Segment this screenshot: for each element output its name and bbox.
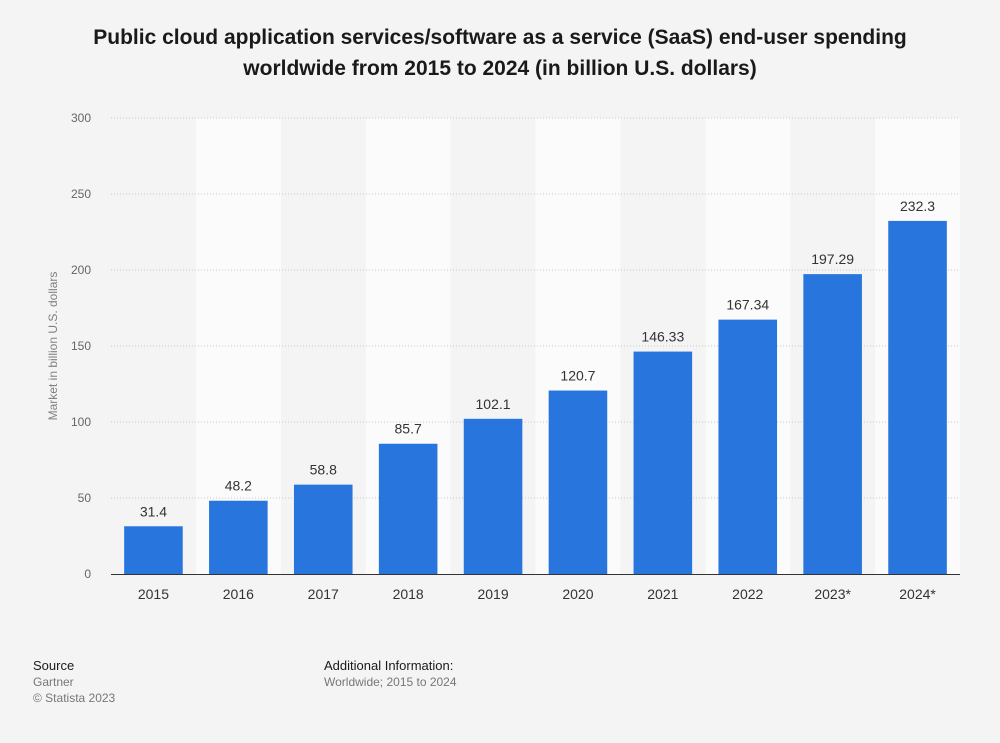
data-label: 120.7 [560, 368, 595, 384]
y-tick-label: 50 [78, 491, 92, 505]
x-tick-label: 2018 [393, 586, 424, 602]
y-tick-label: 300 [71, 111, 91, 125]
bar[interactable] [888, 220, 947, 575]
y-axis-ticks: 0 50 100 150 200 250 300 [71, 111, 91, 581]
data-label: 85.7 [395, 421, 422, 437]
bar-chart: 0 50 100 150 200 250 300 31.4 48.2 58.8 85.7 102.1… [46, 111, 960, 602]
bar[interactable] [124, 526, 183, 574]
data-label: 58.8 [310, 462, 337, 478]
x-tick-label: 2021 [647, 586, 678, 602]
x-tick-label: 2024* [899, 586, 936, 602]
data-label: 48.2 [225, 478, 252, 494]
bar[interactable] [209, 500, 268, 574]
y-axis-label: Market in billion U.S. dollars [46, 272, 60, 421]
chart-gridlines [111, 117, 960, 499]
info-heading: Additional Information: [324, 658, 454, 673]
x-tick-label: 2020 [562, 586, 593, 602]
data-label: 31.4 [140, 503, 167, 519]
bar[interactable] [463, 418, 523, 574]
y-tick-label: 0 [84, 567, 91, 581]
bar[interactable] [548, 390, 608, 574]
bar[interactable] [378, 443, 438, 574]
data-label: 167.34 [726, 297, 769, 313]
y-tick-label: 150 [71, 339, 91, 353]
bar[interactable] [293, 484, 353, 574]
y-tick-label: 250 [71, 187, 91, 201]
source-block: Source Gartner © Statista 2023 [33, 658, 115, 706]
data-label: 232.3 [900, 198, 935, 214]
x-tick-label: 2022 [732, 586, 763, 602]
x-axis-ticks: 2015 2016 2017 2018 2019 2020 2021 2022 2023* 202… [138, 586, 937, 602]
y-tick-label: 200 [71, 263, 91, 277]
copyright: © Statista 2023 [33, 691, 116, 705]
x-tick-label: 2019 [477, 586, 508, 602]
additional-info-block: Additional Information: Worldwide; 2015 … [324, 658, 457, 690]
x-tick-label: 2023* [814, 586, 851, 602]
data-label: 146.33 [641, 329, 684, 345]
data-label: 197.29 [811, 251, 854, 267]
source-name: Gartner [33, 675, 74, 689]
x-tick-label: 2017 [308, 586, 339, 602]
data-labels: 31.4 48.2 58.8 85.7 102.1 120.7 146.33 167.34 19… [140, 198, 935, 519]
bar[interactable] [633, 351, 693, 574]
y-tick-label: 100 [71, 415, 91, 429]
chart-bars [124, 220, 947, 575]
x-tick-label: 2015 [138, 586, 169, 602]
bar[interactable] [718, 319, 778, 574]
info-text: Worldwide; 2015 to 2024 [324, 675, 457, 689]
x-tick-label: 2016 [223, 586, 254, 602]
data-label: 102.1 [476, 396, 511, 412]
bar[interactable] [803, 274, 862, 574]
chart-title: Public cloud application services/softwa… [93, 26, 907, 80]
source-heading: Source [33, 658, 75, 673]
